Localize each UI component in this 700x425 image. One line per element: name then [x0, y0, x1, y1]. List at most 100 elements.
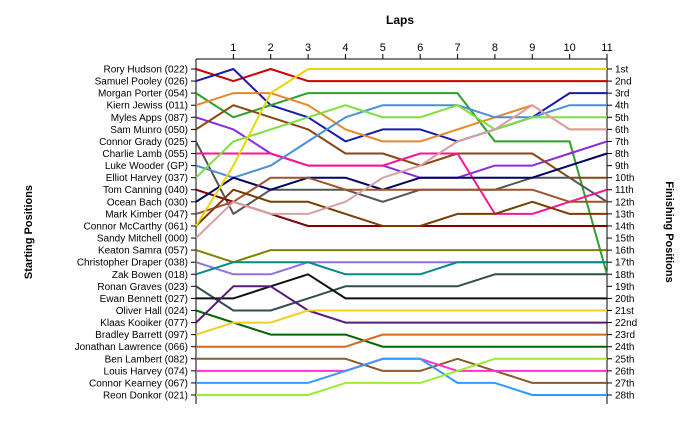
x-tick-label: 10 — [564, 42, 576, 54]
series-line — [195, 309, 607, 336]
finishing-position-label: 19th — [615, 282, 634, 293]
chart-title: Laps — [386, 13, 414, 27]
finishing-position-label: 7th — [615, 137, 629, 148]
finishing-position-label: 16th — [615, 246, 634, 257]
starting-position-label: Jonathan Lawrence (066) — [75, 342, 188, 353]
starting-position-label: Ronan Graves (023) — [97, 282, 188, 293]
left-axis: Rory Hudson (022)Samuel Pooley (026)Morg… — [75, 59, 197, 404]
series-line — [196, 357, 607, 372]
x-tick-label: 8 — [492, 42, 498, 54]
x-tick-label: 11 — [601, 42, 612, 54]
finishing-position-label: 3rd — [615, 89, 629, 100]
finishing-position-label: 27th — [615, 378, 634, 389]
finishing-position-label: 26th — [615, 366, 634, 377]
starting-position-label: Mark Kimber (047) — [105, 209, 188, 220]
starting-position-label: Morgan Porter (054) — [98, 89, 188, 100]
finishing-position-label: 22nd — [615, 318, 637, 329]
finishing-position-label: 6th — [615, 125, 629, 136]
series-line — [195, 68, 607, 83]
x-tick-label: 9 — [529, 42, 535, 54]
finishing-position-label: 17th — [615, 258, 634, 269]
starting-position-label: Rory Hudson (022) — [104, 65, 188, 76]
finishing-position-label: 2nd — [615, 77, 632, 88]
finishing-position-label: 12th — [615, 197, 634, 208]
starting-position-label: Charlie Lamb (055) — [102, 149, 188, 160]
starting-position-label: Sam Munro (050) — [110, 125, 188, 136]
finishing-position-label: 1st — [615, 65, 629, 76]
starting-position-label: Ocean Bach (030) — [107, 197, 188, 208]
series-line — [195, 249, 607, 264]
starting-position-label: Sandy Mitchell (000) — [97, 234, 188, 245]
starting-position-label: Bradley Barrett (097) — [95, 330, 188, 341]
series-line — [195, 152, 608, 203]
series-line — [195, 309, 607, 348]
series-line — [195, 261, 607, 276]
starting-position-label: Klaas Kooiker (077) — [100, 318, 188, 329]
series-line — [195, 285, 607, 324]
finishing-position-label: 8th — [615, 149, 629, 160]
series-line — [195, 140, 608, 215]
starting-position-label: Elliot Harvey (037) — [106, 173, 188, 184]
finishing-position-label: 5th — [615, 113, 629, 124]
finishing-position-label: 21st — [615, 306, 634, 317]
series-line — [195, 104, 607, 239]
series-line — [195, 116, 608, 179]
x-tick-label: 7 — [454, 42, 460, 54]
x-tick-label: 5 — [380, 42, 386, 54]
starting-position-label: Zak Bowen (018) — [112, 270, 188, 281]
starting-position-label: Reon Donkor (021) — [103, 391, 188, 402]
finishing-position-label: 28th — [615, 391, 634, 402]
starting-position-label: Keaton Samra (057) — [98, 246, 188, 257]
series-line — [196, 357, 607, 396]
starting-position-label: Oliver Hall (024) — [116, 306, 188, 317]
series-layer — [195, 68, 608, 396]
starting-position-label: Luke Wooder (GP) — [105, 161, 188, 172]
series-line — [196, 357, 607, 384]
series-line — [195, 176, 607, 215]
right-axis: 1st2nd3rd4th5th6th7th8th9th10th11th12th1… — [606, 59, 637, 404]
series-line — [196, 152, 608, 215]
starting-position-label: Kiern Jewiss (011) — [106, 101, 188, 112]
x-tick-label: 4 — [342, 42, 348, 54]
starting-position-label: Louis Harvey (074) — [104, 366, 188, 377]
series-line — [195, 104, 607, 179]
starting-position-label: Connor McCarthy (061) — [84, 221, 188, 232]
starting-position-label: Ewan Bennett (027) — [100, 294, 188, 305]
finishing-position-label: 13th — [615, 209, 634, 220]
series-line — [195, 68, 607, 227]
series-line — [195, 188, 607, 227]
series-line — [196, 333, 607, 348]
x-tick-label: 3 — [305, 42, 311, 54]
starting-position-label: Ben Lambert (082) — [105, 354, 188, 365]
finishing-position-label: 18th — [615, 270, 634, 281]
starting-position-label: Connor Kearney (067) — [89, 378, 188, 389]
finishing-position-label: 25th — [615, 354, 634, 365]
finishing-position-label: 15th — [615, 234, 634, 245]
starting-position-label: Myles Apps (087) — [111, 113, 188, 124]
series-line — [195, 273, 607, 312]
finishing-position-label: 14th — [615, 221, 634, 232]
starting-position-label: Tom Canning (040) — [103, 185, 188, 196]
series-line — [195, 104, 607, 179]
series-line — [196, 357, 607, 396]
finishing-position-label: 23rd — [615, 330, 635, 341]
y-axis-left-label: Starting Positions — [23, 185, 35, 279]
finishing-position-label: 4th — [615, 101, 629, 112]
starting-position-label: Connor Grady (025) — [99, 137, 188, 148]
finishing-position-label: 24th — [615, 342, 634, 353]
series-line — [195, 261, 607, 276]
series-line — [195, 68, 607, 143]
finishing-position-label: 10th — [615, 173, 634, 184]
x-tick-label: 6 — [417, 42, 423, 54]
finishing-position-label: 11th — [615, 185, 634, 196]
series-line — [196, 273, 607, 300]
starting-position-label: Christopher Draper (038) — [77, 258, 188, 269]
finishing-position-label: 9th — [615, 161, 629, 172]
x-axis: 1 2 3 4 5 6 7 8 9 10 11 — [196, 42, 613, 60]
x-tick-label: 1 — [230, 42, 236, 54]
finishing-position-label: 20th — [615, 294, 634, 305]
x-tick-label: 2 — [268, 42, 274, 54]
starting-position-label: Samuel Pooley (026) — [95, 77, 188, 88]
